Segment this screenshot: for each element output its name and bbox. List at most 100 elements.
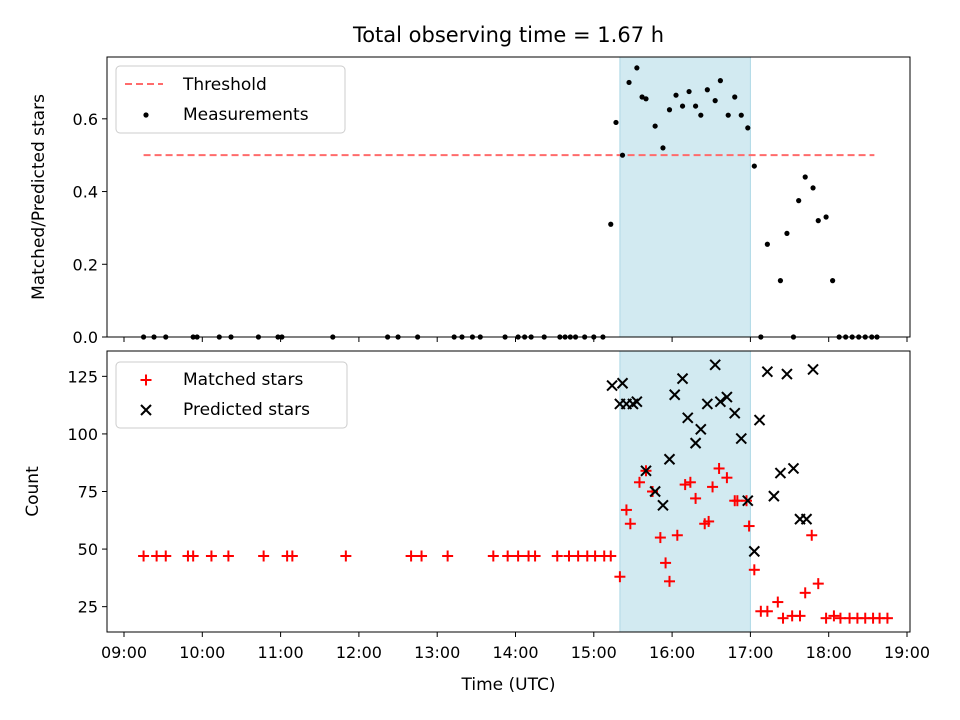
x-stroke-b bbox=[709, 359, 721, 371]
predicted-star-point bbox=[721, 391, 733, 403]
predicted-star-point bbox=[669, 389, 681, 401]
count-points bbox=[138, 359, 893, 624]
measurement-point bbox=[660, 145, 666, 151]
legend-threshold-label: Threshold bbox=[182, 75, 267, 95]
predicted-star-point bbox=[701, 398, 714, 410]
matched-star-point bbox=[258, 550, 270, 562]
legend-matched-label: Matched stars bbox=[183, 370, 303, 390]
matched-star-point bbox=[684, 476, 696, 488]
y-tick-label: 0.2 bbox=[73, 255, 98, 274]
x-stroke-b bbox=[695, 423, 707, 436]
predicted-star-point bbox=[709, 359, 721, 371]
predicted-star-point bbox=[649, 485, 661, 498]
matched-star-point bbox=[160, 550, 172, 562]
matched-star-point bbox=[679, 479, 691, 491]
legend-predicted-swatch bbox=[140, 404, 152, 416]
measurement-point bbox=[738, 112, 744, 118]
measurement-point bbox=[704, 87, 710, 93]
matched-star-point bbox=[713, 462, 725, 474]
measurement-point bbox=[784, 230, 790, 236]
matched-star-point bbox=[799, 587, 811, 599]
x-tick-label: 19:00 bbox=[884, 643, 930, 662]
y-tick-label: 0.6 bbox=[73, 110, 98, 129]
x-stroke-b bbox=[676, 372, 689, 385]
measurement-point bbox=[666, 107, 673, 113]
measurement-point bbox=[686, 88, 692, 95]
matched-star-point bbox=[222, 550, 234, 562]
predicted-star-point bbox=[714, 395, 727, 408]
x-stroke-b bbox=[606, 379, 618, 392]
measurement-point bbox=[810, 185, 816, 191]
x-stroke-b bbox=[631, 395, 643, 408]
x-stroke-b bbox=[640, 465, 652, 477]
x-stroke-b bbox=[800, 513, 813, 525]
predicted-star-point bbox=[742, 495, 754, 507]
y-tick-label: 125 bbox=[67, 367, 98, 386]
measurement-point bbox=[815, 218, 821, 224]
matched-star-point bbox=[551, 550, 563, 562]
y-tick-label: 50 bbox=[78, 540, 98, 559]
top-panel: 0.0 0.2 0.4 0.6 Total observing time = 1.67… bbox=[29, 23, 911, 347]
measurement-point bbox=[712, 98, 718, 104]
y-tick-label: 0.4 bbox=[73, 183, 98, 202]
x-stroke-b bbox=[669, 389, 681, 401]
matched-star-point bbox=[442, 550, 454, 562]
x-stroke-b bbox=[721, 391, 733, 403]
x-tick-label: 11:00 bbox=[258, 643, 304, 662]
predicted-star-point bbox=[729, 407, 741, 419]
legend-measurements-label: Measurements bbox=[183, 105, 309, 125]
predicted-star-point bbox=[695, 423, 707, 436]
bottom-legend: Matched stars Predicted stars bbox=[115, 361, 348, 429]
top-y-axis-label: Matched/Predicted stars bbox=[29, 94, 49, 300]
y-tick-label: 25 bbox=[78, 598, 98, 617]
matched-star-point bbox=[187, 550, 199, 562]
x-tick-label: 16:00 bbox=[649, 643, 695, 662]
top-legend: Threshold Measurements bbox=[115, 65, 346, 134]
measurement-point bbox=[802, 174, 808, 180]
predicted-star-point bbox=[682, 412, 694, 424]
matched-star-point bbox=[605, 550, 617, 562]
matched-star-point bbox=[820, 612, 832, 624]
x-stroke-b bbox=[748, 545, 761, 558]
measurement-point bbox=[613, 119, 619, 126]
bottom-y-ticks: 25 50 75 100 125 bbox=[67, 367, 107, 617]
matched-star-point bbox=[405, 550, 417, 562]
matched-star-point bbox=[748, 564, 760, 576]
x-stroke-b bbox=[761, 366, 774, 378]
top-axes-frame bbox=[106, 56, 911, 338]
legend-measurements-swatch bbox=[143, 112, 149, 118]
chart-title: Total observing time = 1.67 h bbox=[352, 23, 664, 47]
measurement-point bbox=[634, 65, 640, 71]
measurement-point bbox=[745, 125, 751, 131]
predicted-star-point bbox=[807, 363, 819, 376]
matched-star-point bbox=[743, 520, 755, 532]
measurement-point bbox=[639, 94, 645, 100]
measurement-point bbox=[796, 198, 802, 204]
legend-predicted-label: Predicted stars bbox=[183, 400, 310, 420]
matched-star-point bbox=[529, 550, 541, 562]
measurement-point bbox=[823, 214, 829, 220]
measurement-point bbox=[698, 112, 704, 118]
matched-star-point bbox=[828, 610, 840, 622]
matched-star-point bbox=[806, 529, 818, 541]
matched-star-point bbox=[340, 550, 352, 562]
matched-star-point bbox=[721, 472, 733, 484]
measurement-point bbox=[725, 112, 731, 118]
legend-plus-marker bbox=[140, 374, 152, 386]
measurement-point bbox=[732, 94, 738, 100]
matched-star-point bbox=[703, 515, 715, 527]
bottom-legend-box bbox=[115, 361, 348, 429]
measurement-point bbox=[652, 123, 658, 129]
x-stroke-b bbox=[807, 363, 819, 376]
matched-star-point bbox=[138, 550, 150, 562]
x-tick-label: 13:00 bbox=[414, 643, 460, 662]
predicted-star-point bbox=[689, 437, 702, 449]
matched-star-point bbox=[487, 550, 499, 562]
matched-star-point bbox=[881, 612, 893, 624]
x-stroke-b bbox=[774, 467, 787, 479]
observing-window-shade bbox=[619, 56, 751, 338]
x-stroke-b bbox=[649, 485, 661, 498]
matched-star-point bbox=[761, 605, 773, 617]
predicted-star-point bbox=[631, 395, 643, 408]
measurement-point bbox=[777, 278, 784, 284]
